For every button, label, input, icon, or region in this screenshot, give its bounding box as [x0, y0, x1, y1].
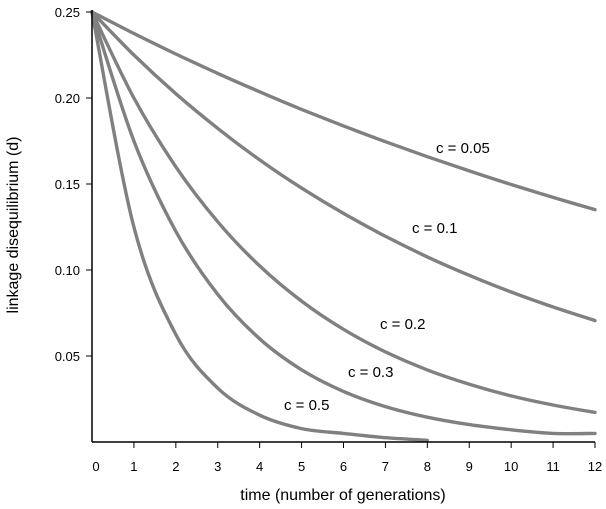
- series-label-1: c = 0.1: [412, 220, 457, 237]
- x-tick-label: 8: [424, 459, 431, 474]
- x-tick-label: 11: [546, 459, 560, 474]
- series-label-0: c = 0.05: [436, 140, 490, 157]
- series-layer: [90, 10, 597, 442]
- x-tick-label: 10: [504, 459, 518, 474]
- y-tick-label: 0.05: [55, 349, 80, 364]
- x-tick-label: 0: [92, 459, 99, 474]
- series-line-2: [90, 10, 597, 415]
- x-tick-label: 9: [466, 459, 473, 474]
- x-tick-label: 3: [214, 459, 221, 474]
- x-tick-label: 5: [298, 459, 305, 474]
- x-tick-label: 12: [588, 459, 602, 474]
- series-line-3: [90, 10, 597, 436]
- series-labels: c = 0.05 c = 0.1 c = 0.2 c = 0.3 c = 0.5: [284, 140, 490, 414]
- y-ticks: 0.05 0.10 0.15 0.20 0.25: [55, 5, 92, 364]
- x-ticks: 0 1 2 3 4 5 6 7 8 9 10 11 12: [92, 442, 602, 474]
- series-label-4: c = 0.5: [284, 397, 329, 414]
- series-label-2: c = 0.2: [380, 316, 425, 333]
- x-tick-label: 1: [130, 459, 137, 474]
- x-tick-label: 4: [256, 459, 263, 474]
- series-line-1: [90, 10, 597, 323]
- x-tick-label: 7: [382, 459, 389, 474]
- series-line-0: [90, 10, 597, 212]
- y-tick-label: 0.20: [55, 91, 80, 106]
- y-tick-label: 0.10: [55, 263, 80, 278]
- series-line-4: [90, 10, 429, 442]
- x-axis-title: time (number of generations): [240, 487, 445, 504]
- x-tick-label: 2: [172, 459, 179, 474]
- x-tick-label: 6: [340, 459, 347, 474]
- y-axis-title: linkage disequilibrium (d): [5, 137, 22, 314]
- y-tick-label: 0.25: [55, 5, 80, 20]
- y-tick-label: 0.15: [55, 177, 80, 192]
- series-label-3: c = 0.3: [348, 364, 393, 381]
